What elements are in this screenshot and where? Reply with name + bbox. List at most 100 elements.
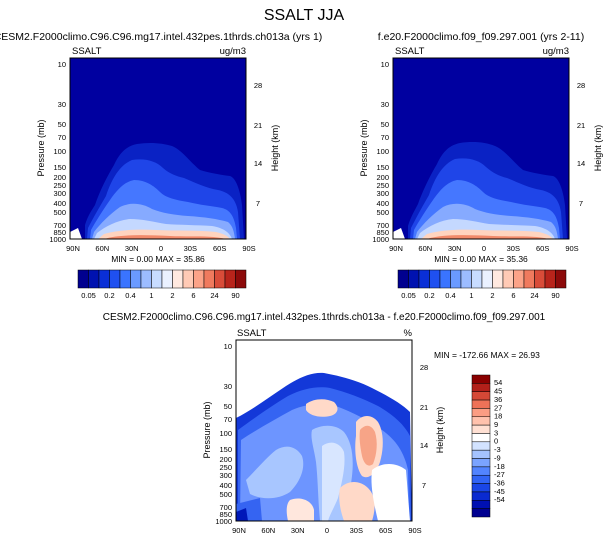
colorbar-swatch [214,269,226,289]
y-tick-label: 700 [219,503,232,512]
y-right-tick-label: 7 [256,199,260,208]
panel-2-title: f.e20.F2000climo.f09_f09.297.001 (yrs 2-… [378,31,584,43]
colorbar-swatch [408,269,420,289]
colorbar-label: 24 [530,291,538,300]
x-tick-label: 60N [261,526,275,535]
y-tick-label: 150 [53,163,66,172]
panel-1-frame [69,57,247,240]
y-tick-label: 100 [53,147,66,156]
colorbar-swatch [471,399,491,409]
figure-title: SSALT JJA [264,7,345,24]
colorbar-swatch [471,269,483,289]
colorbar-swatch [450,269,462,289]
panel-3-contour-8 [359,425,377,466]
y-tick-label: 1000 [215,517,232,526]
y-tick-label: 200 [376,173,389,182]
colorbar-swatch [544,269,556,289]
y-tick-label: 50 [58,120,66,129]
panel-3-contour-6 [322,442,345,521]
panel-1: CESM2.F2000climo.C96.C96.mg17.intel.432p… [0,31,322,300]
x-tick-label: 90S [242,244,255,253]
y-right-tick-label: 7 [579,199,583,208]
colorbar-label: 6 [191,291,195,300]
x-tick-label: 30N [448,244,462,253]
colorbar-swatch [471,383,491,392]
y-right-tick-label: 14 [420,441,428,450]
colorbar-swatch [193,269,205,289]
panel-3-frame [235,339,413,522]
y-right-tick-label: 21 [577,121,585,130]
colorbar-swatch [98,269,110,289]
colorbar-swatch [172,269,184,289]
colorbar-label: -9 [494,453,501,462]
colorbar-swatch [471,491,491,501]
colorbar-label: -45 [494,487,505,496]
y-tick-label: 50 [224,402,232,411]
panel-3: CESM2.F2000climo.C96.C96.mg17.intel.432p… [103,312,546,535]
colorbar-label: 2 [170,291,174,300]
colorbar-swatch [151,269,163,289]
panel-2-field [393,58,569,239]
colorbar-swatch [439,269,451,289]
y-tick-label: 100 [219,429,232,438]
y-tick-label: 10 [381,60,389,69]
colorbar-swatch [471,441,491,451]
x-tick-label: 90N [389,244,403,253]
x-tick-label: 30S [350,526,363,535]
y-tick-label: 200 [53,173,66,182]
x-tick-label: 60N [418,244,432,253]
x-tick-label: 0 [159,244,163,253]
colorbar-label: 0.05 [81,291,96,300]
colorbar-label: 54 [494,378,502,387]
x-tick-label: 0 [325,526,329,535]
colorbar-label: 0.2 [424,291,434,300]
x-tick-label: 60S [536,244,549,253]
panel-2-stats: MIN = 0.00 MAX = 35.36 [434,254,528,264]
colorbar-label: 0.4 [125,291,135,300]
colorbar-label: 90 [231,291,239,300]
colorbar-swatch [471,424,491,434]
colorbar-swatch [471,458,491,468]
colorbar-swatch [471,374,491,384]
y-tick-label: 300 [376,189,389,198]
colorbar-swatch [481,269,493,289]
y-tick-label: 300 [219,471,232,480]
colorbar-swatch [492,269,504,289]
y-tick-label: 700 [53,221,66,230]
colorbar-swatch [523,269,535,289]
colorbar-swatch [182,269,194,289]
panel-3-contour-10 [339,482,375,521]
x-tick-label: 90S [408,526,421,535]
y-right-tick-label: 7 [422,481,426,490]
colorbar-label: 90 [551,291,559,300]
colorbar-label: 3 [494,428,498,437]
panel-2: f.e20.F2000climo.f09_f09.297.001 (yrs 2-… [359,31,603,300]
y-right-tick-label: 14 [254,159,262,168]
y-tick-label: 200 [219,455,232,464]
colorbar-swatch [140,269,152,289]
y-right-tick-label: 21 [420,403,428,412]
panel-1-contour-7 [104,235,226,239]
panel-3-contour-9 [306,399,338,417]
colorbar-label: 1 [149,291,153,300]
colorbar-label: -3 [494,445,501,454]
y-tick-label: 10 [58,60,66,69]
panel-3-units: % [404,328,413,339]
y-tick-label: 150 [219,445,232,454]
panel-3-ylabel: Pressure (mb) [202,401,212,458]
y-tick-label: 70 [381,133,389,142]
y-tick-label: 500 [219,490,232,499]
y-tick-label: 250 [376,181,389,190]
y-tick-label: 100 [376,147,389,156]
colorbar-swatch [109,269,121,289]
x-tick-label: 30N [291,526,305,535]
panel-2-ylabel-right: Height (km) [593,125,603,172]
colorbar-swatch [203,269,215,289]
panel-3-contour-14 [236,508,248,521]
colorbar-label: -18 [494,462,505,471]
panel-1-contour-8 [70,228,82,239]
x-tick-label: 90N [66,244,80,253]
colorbar-swatch [555,269,567,289]
y-tick-label: 1000 [49,235,66,244]
panel-3-field [236,340,412,521]
